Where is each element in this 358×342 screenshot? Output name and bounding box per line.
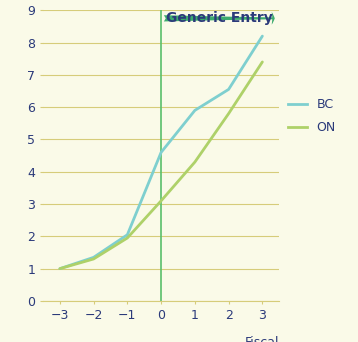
Text: Fiscal
years: Fiscal years	[245, 336, 279, 342]
Legend: BC, ON: BC, ON	[288, 98, 336, 134]
Text: Generic Entry: Generic Entry	[166, 11, 272, 25]
